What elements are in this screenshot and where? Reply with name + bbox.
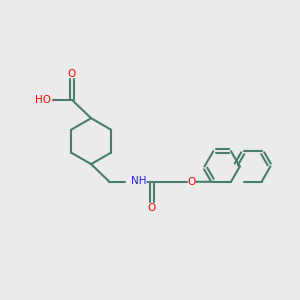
Text: HO: HO <box>35 95 51 105</box>
Text: O: O <box>148 203 156 213</box>
Text: NH: NH <box>130 176 146 186</box>
Text: O: O <box>187 177 195 187</box>
Text: O: O <box>68 69 76 79</box>
